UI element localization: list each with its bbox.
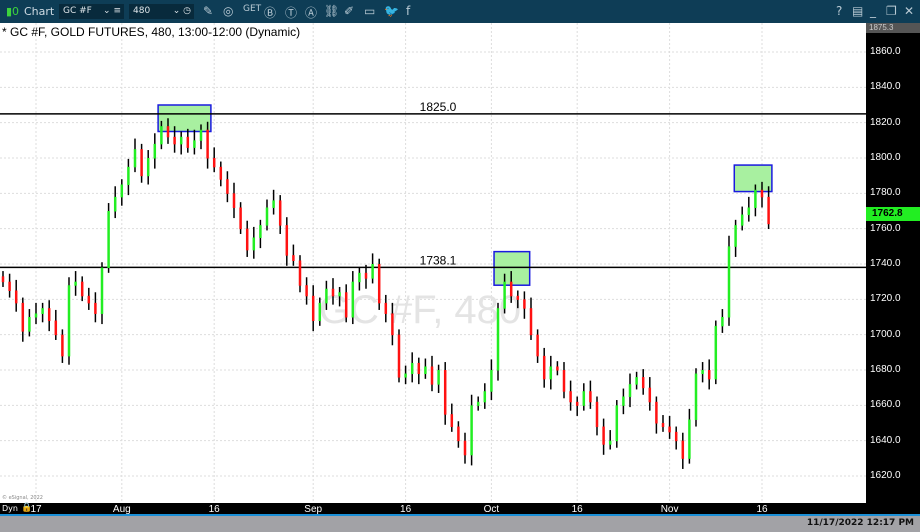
x-tick-label: Oct [483,504,500,515]
y-axis-top-label: 1875.3 [866,23,920,33]
interval-value: 480 [133,6,151,16]
x-tick-label: Aug [112,504,131,515]
link-indicator-icon: ▮0 [6,5,20,18]
x-tick-label: 17 [30,504,42,515]
y-tick-label: 1640.0 [870,434,901,446]
symbol-value: GC #F [63,6,92,16]
y-tick-label: 1860.0 [870,46,901,57]
dyn-label: Dyn [2,504,18,513]
x-tick-label: 16 [208,504,220,515]
help-button[interactable]: ? [836,4,843,18]
x-tick-label: Sep [304,504,323,515]
y-tick-label: 1800.0 [870,152,901,163]
wave-icon[interactable]: ◎ [223,4,234,18]
x-tick-label: 16 [571,504,583,515]
y-tick-label: 1780.0 [870,187,901,199]
y-tick-label: 1660.0 [870,399,901,411]
title-bar: ▮0 Chart GC #F ⌄ ≡ 480 ⌄ ◷ ✎ ◎ GET Ⓑ Ⓣ Ⓐ ⛓… [0,0,920,23]
a-circle-icon[interactable]: Ⓐ [305,6,318,20]
chart-canvas: GC #F, 480 1825.0 1738.1 [0,23,866,503]
interval-select[interactable]: 480 ⌄ ◷ [129,4,194,19]
y-tick-label: 1680.0 [870,364,901,375]
get-icon[interactable]: GET [243,4,262,14]
horizontal-line-label: 1825.0 [420,100,457,114]
chart-title: * GC #F, GOLD FUTURES, 480, 13:00-12:00 … [2,25,301,39]
twitter-icon[interactable]: 🐦 [384,4,399,18]
chevron-down-icon: ⌄ ◷ [172,6,191,16]
layout-icon[interactable]: ▤ [852,4,864,18]
highlight-box [157,104,212,133]
price-axis[interactable]: 1875.3 1860.0 1840.0 1820.0 1800.0 1780.0 1760… [866,23,920,503]
pencil-icon[interactable]: ✎ [203,4,214,18]
time-axis[interactable]: Dyn 🔒 17 Aug 16 Sep 16 Oct 16 Nov 16 [0,503,920,516]
app-label: Chart [24,5,55,18]
y-tick-label: 1700.0 [870,328,901,340]
y-tick-label: 1720.0 [870,293,901,305]
comment-icon[interactable]: ▭ [364,4,376,18]
symbol-select[interactable]: GC #F ⌄ ≡ [59,4,124,19]
t-circle-icon[interactable]: Ⓣ [285,6,298,20]
restore-button[interactable]: ❐ [886,4,897,18]
link-icon[interactable]: ⛓ [324,4,340,18]
edit-note-icon[interactable]: ✐ [344,4,355,18]
y-tick-label: 1740.0 [870,258,901,269]
close-button[interactable]: ✕ [904,4,915,18]
minimize-button[interactable]: _ [870,4,876,18]
lock-icon[interactable]: 🔒 [21,503,33,513]
timestamp: 11/17/2022 12:17 PM [806,518,914,528]
b-circle-icon[interactable]: Ⓑ [264,6,277,20]
price-chart[interactable]: GC #F, 480 1825.0 1738.1 * GC #F, GOLD FUT… [0,23,866,503]
last-price-label: 1762.8 [866,207,920,221]
y-tick-label: 1820.0 [870,116,901,128]
x-tick-label: Nov [660,504,679,515]
y-tick-label: 1620.0 [870,470,901,481]
chevron-down-icon: ⌄ ≡ [103,6,121,16]
highlight-box [733,164,773,193]
facebook-icon[interactable]: f [406,4,411,18]
y-tick-label: 1840.0 [870,81,901,93]
x-tick-label: 16 [400,504,412,515]
copyright-text: © eSignal, 2022 [2,495,43,501]
status-bar: 11/17/2022 12:17 PM [0,516,920,532]
x-tick-label: 16 [756,504,768,515]
y-tick-label: 1760.0 [870,222,901,234]
watermark: GC #F, 480 [319,288,521,332]
horizontal-line-label: 1738.1 [420,253,457,267]
